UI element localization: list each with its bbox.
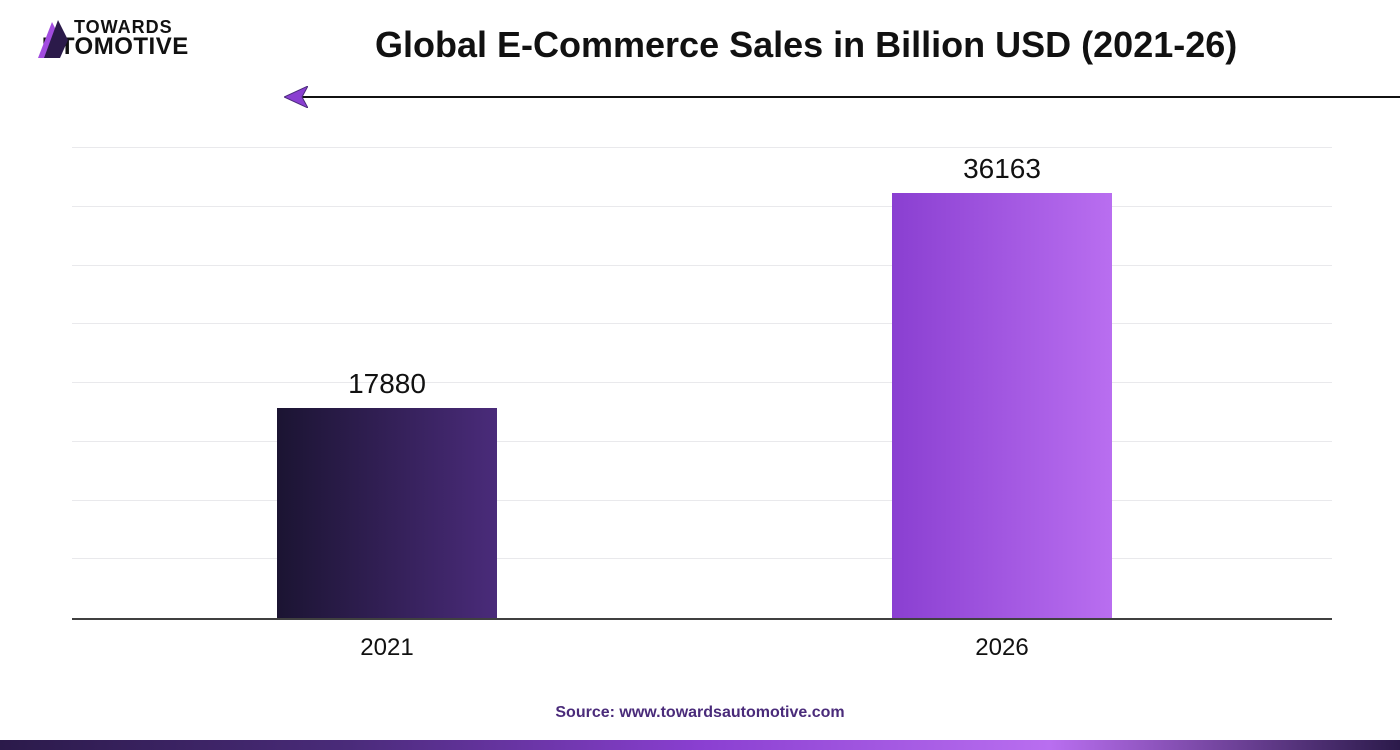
x-axis-label: 2026 (892, 634, 1112, 662)
source-label: Source: (555, 704, 615, 721)
logo-mark-icon (38, 20, 68, 58)
source-url: www.towardsautomotive.com (619, 704, 844, 721)
bar (892, 193, 1112, 618)
bar-value-label: 36163 (963, 153, 1041, 185)
gridline (72, 265, 1332, 266)
bar (277, 408, 497, 618)
chart-title: Global E-Commerce Sales in Billion USD (… (375, 24, 1237, 66)
logo-text: TOWARDS UTOMOTIVE (74, 18, 189, 59)
page: TOWARDS UTOMOTIVE Global E-Commerce Sale… (0, 0, 1400, 750)
divider-line (290, 96, 1400, 98)
bar-chart: 1788036163 20212026 (72, 150, 1332, 650)
source-attribution: Source: www.towardsautomotive.com (0, 704, 1400, 722)
bar-value-label: 17880 (348, 368, 426, 400)
gridline (72, 206, 1332, 207)
gridline (72, 558, 1332, 559)
gridline (72, 147, 1332, 148)
footer-stripe (0, 740, 1400, 750)
gridline (72, 323, 1332, 324)
gridline (72, 382, 1332, 383)
gridline (72, 441, 1332, 442)
bar-group: 17880 (277, 368, 497, 618)
brand-logo: TOWARDS UTOMOTIVE (38, 18, 189, 59)
gridline (72, 500, 1332, 501)
x-axis-label: 2021 (277, 634, 497, 662)
plot-area: 17880 36163 (72, 150, 1332, 620)
arrow-left-icon (284, 86, 308, 113)
bar-group: 36163 (892, 153, 1112, 618)
